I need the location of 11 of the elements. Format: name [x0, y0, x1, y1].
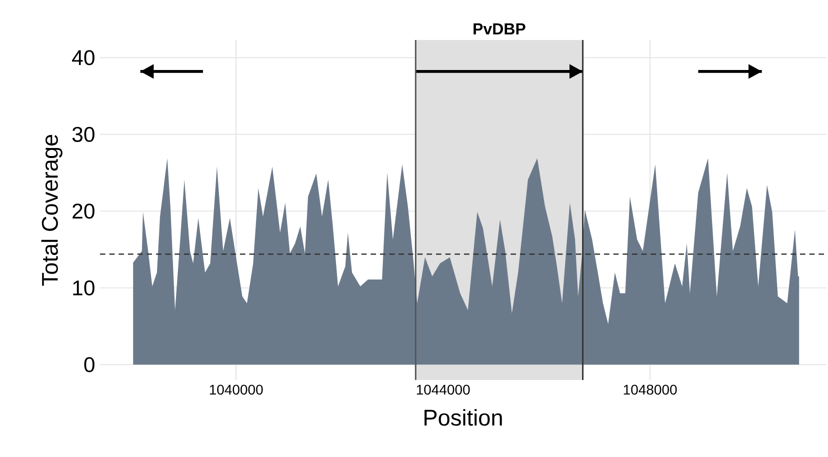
x-tick-label: 1048000 — [624, 384, 677, 395]
x-tick-label: 1044000 — [416, 384, 470, 395]
band-label: PvDBP — [474, 23, 526, 34]
y-tick-label: 0 — [84, 357, 94, 372]
y-tick-label: 20 — [72, 204, 94, 219]
y-axis-title: Total Coverage — [41, 134, 62, 286]
y-tick-label: 40 — [72, 50, 94, 66]
x-axis-title: Position — [424, 409, 502, 426]
y-tick-label: 10 — [73, 280, 94, 296]
x-tick-label: 1040000 — [210, 384, 263, 395]
y-tick-label: 30 — [72, 126, 94, 142]
